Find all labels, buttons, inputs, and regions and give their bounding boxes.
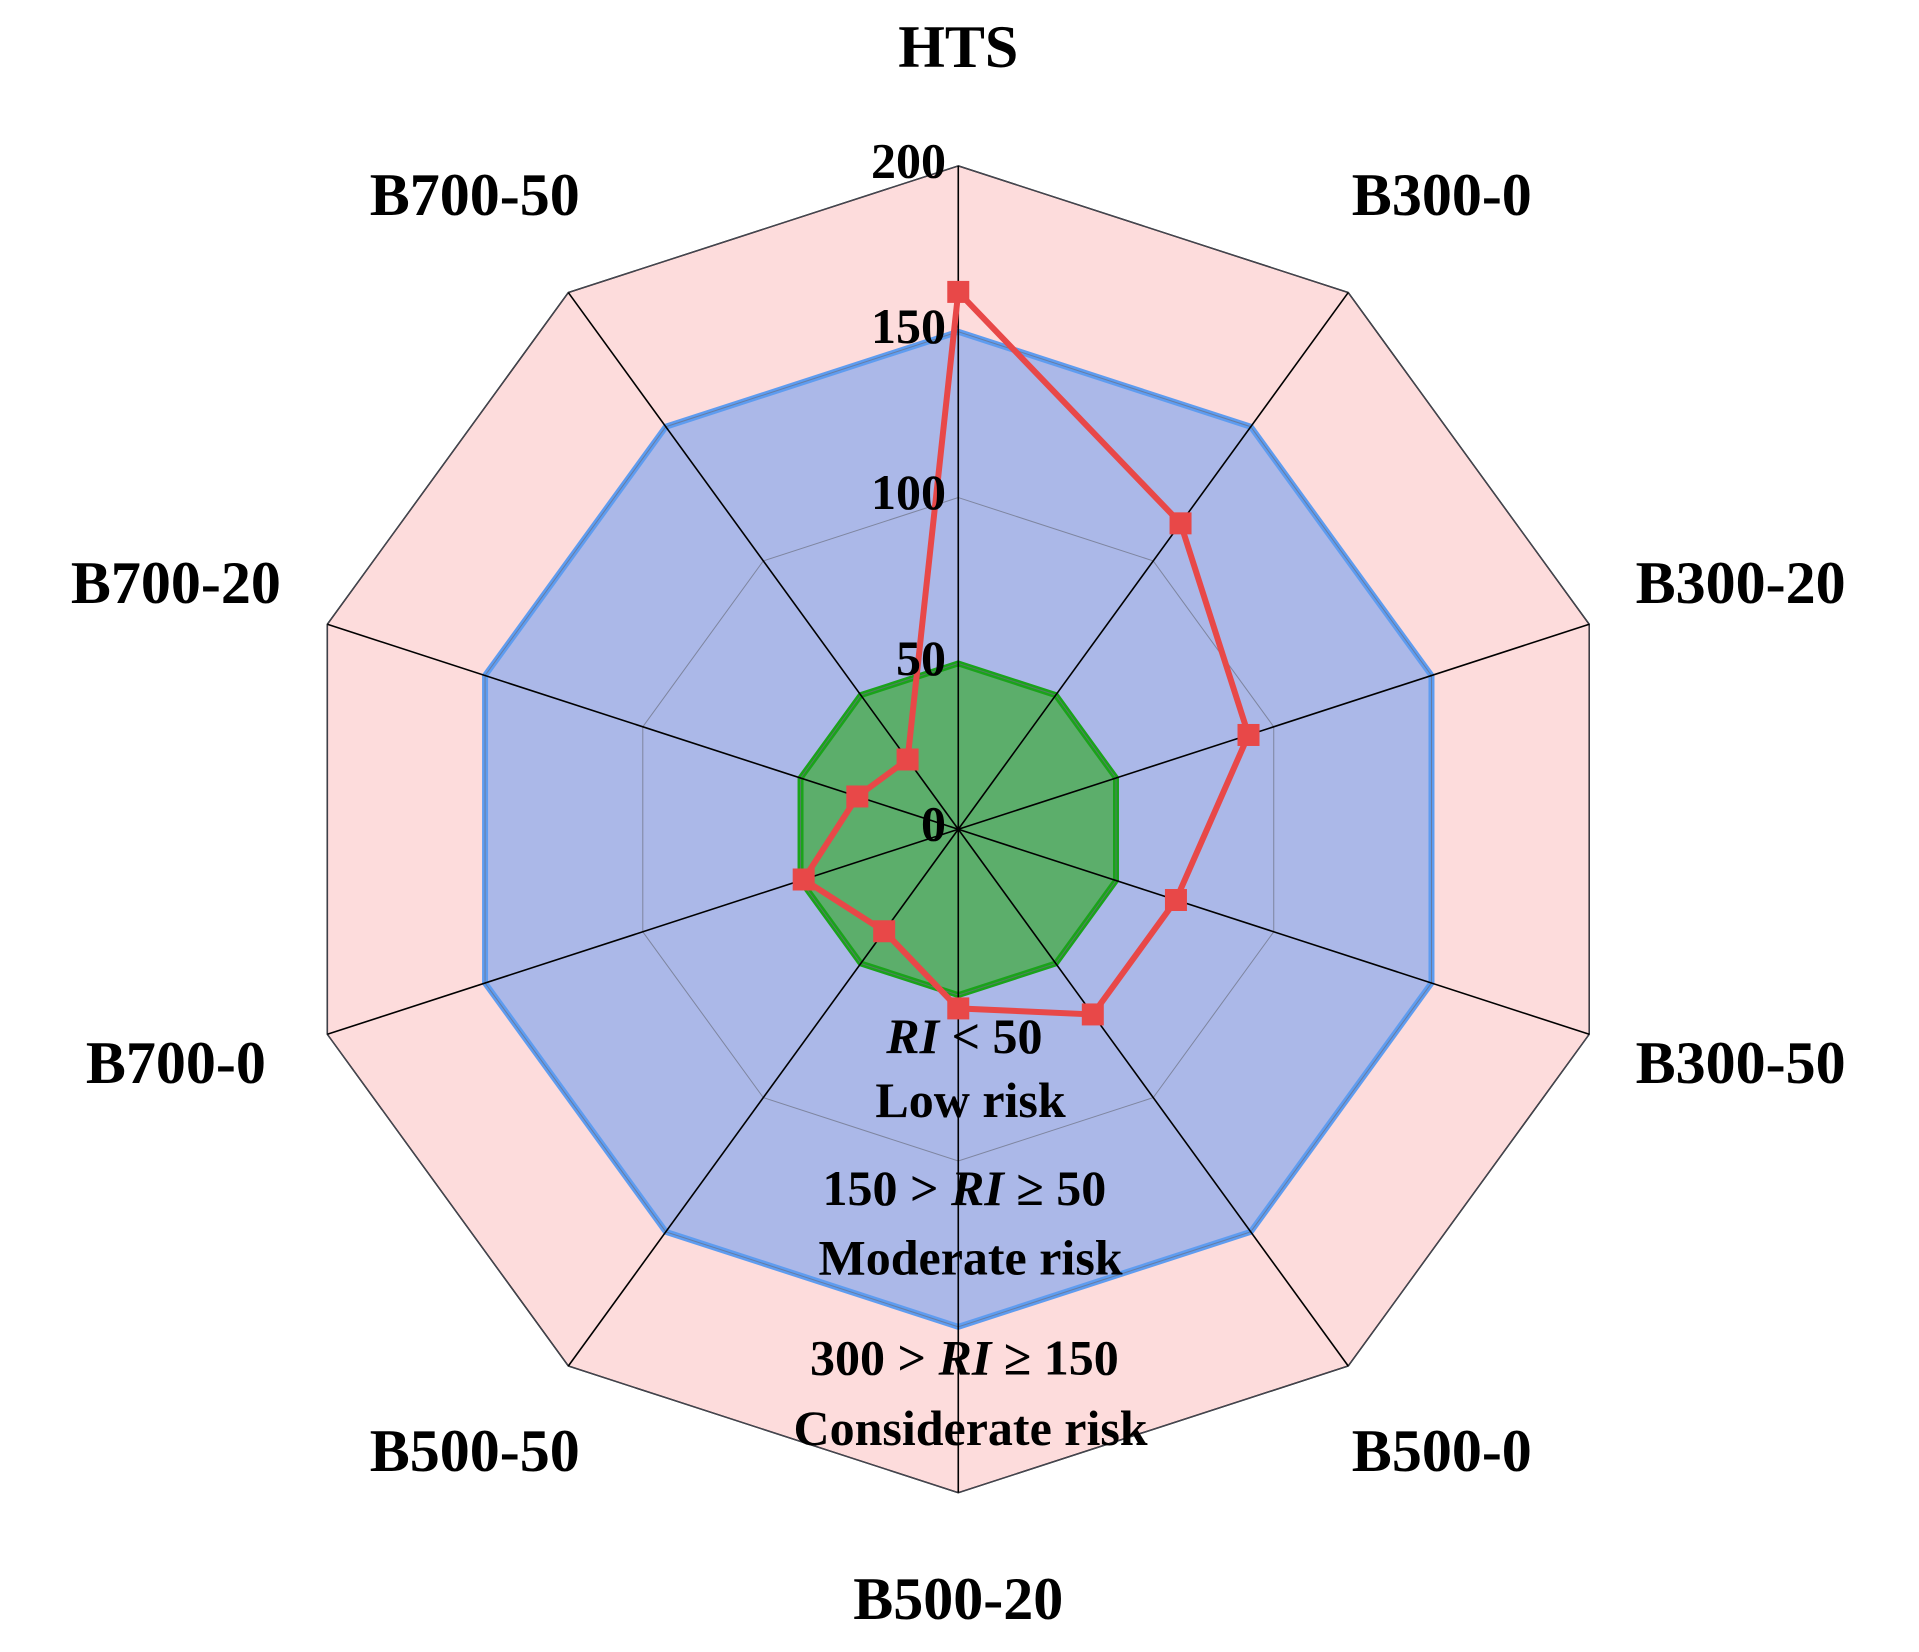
series-marker bbox=[1169, 512, 1192, 535]
band-risk-label: Low risk bbox=[875, 1072, 1066, 1128]
r-tick-label: 200 bbox=[871, 132, 946, 188]
series-marker bbox=[947, 997, 970, 1020]
category-label: B700-0 bbox=[86, 1030, 266, 1096]
series-marker bbox=[792, 868, 815, 891]
r-tick-label: 150 bbox=[871, 298, 946, 354]
band-range-part: ≥ 50 bbox=[1004, 1161, 1106, 1217]
r-tick-label: 0 bbox=[921, 796, 946, 852]
spoke bbox=[567, 292, 959, 830]
spoke bbox=[957, 828, 1349, 1367]
series-marker bbox=[896, 748, 919, 771]
category-label: B500-0 bbox=[1352, 1418, 1532, 1484]
category-label: B700-50 bbox=[370, 162, 580, 228]
series-marker bbox=[873, 920, 896, 943]
r-tick-label: 100 bbox=[871, 464, 946, 520]
series-marker bbox=[1237, 723, 1260, 746]
band-range-label: 150 > RI ≥ 50 bbox=[823, 1161, 1107, 1217]
category-label: B300-20 bbox=[1636, 550, 1846, 616]
category-label: B300-50 bbox=[1636, 1030, 1846, 1096]
spoke bbox=[957, 292, 1349, 830]
spoke bbox=[327, 828, 959, 1036]
band-range-label: 300 > RI ≥ 150 bbox=[810, 1330, 1119, 1386]
band-range-part: 300 > bbox=[810, 1330, 939, 1386]
band-range-label: RI < 50 bbox=[885, 1008, 1042, 1064]
band-range-part: 150 > bbox=[823, 1161, 952, 1217]
category-label: B700-20 bbox=[71, 550, 281, 616]
r-tick-label: 50 bbox=[896, 630, 946, 686]
category-label: B500-20 bbox=[853, 1566, 1063, 1632]
category-label: HTS bbox=[898, 14, 1018, 80]
band-risk-label: Considerate risk bbox=[793, 1400, 1147, 1456]
band-range-part: ≥ 150 bbox=[991, 1330, 1118, 1386]
category-label: B300-0 bbox=[1352, 162, 1532, 228]
series-marker bbox=[947, 280, 970, 303]
band-range-part: RI bbox=[938, 1330, 993, 1386]
band-risk-label: Moderate risk bbox=[819, 1229, 1123, 1285]
band-range-part: RI bbox=[885, 1008, 940, 1064]
series-marker bbox=[1164, 889, 1187, 912]
spoke bbox=[958, 828, 1590, 1036]
series-marker bbox=[1081, 1003, 1104, 1026]
band-range-part: RI bbox=[950, 1161, 1005, 1217]
spoke bbox=[958, 623, 1590, 831]
spoke bbox=[567, 828, 959, 1367]
series-marker bbox=[846, 785, 869, 808]
category-label: B500-50 bbox=[370, 1418, 580, 1484]
